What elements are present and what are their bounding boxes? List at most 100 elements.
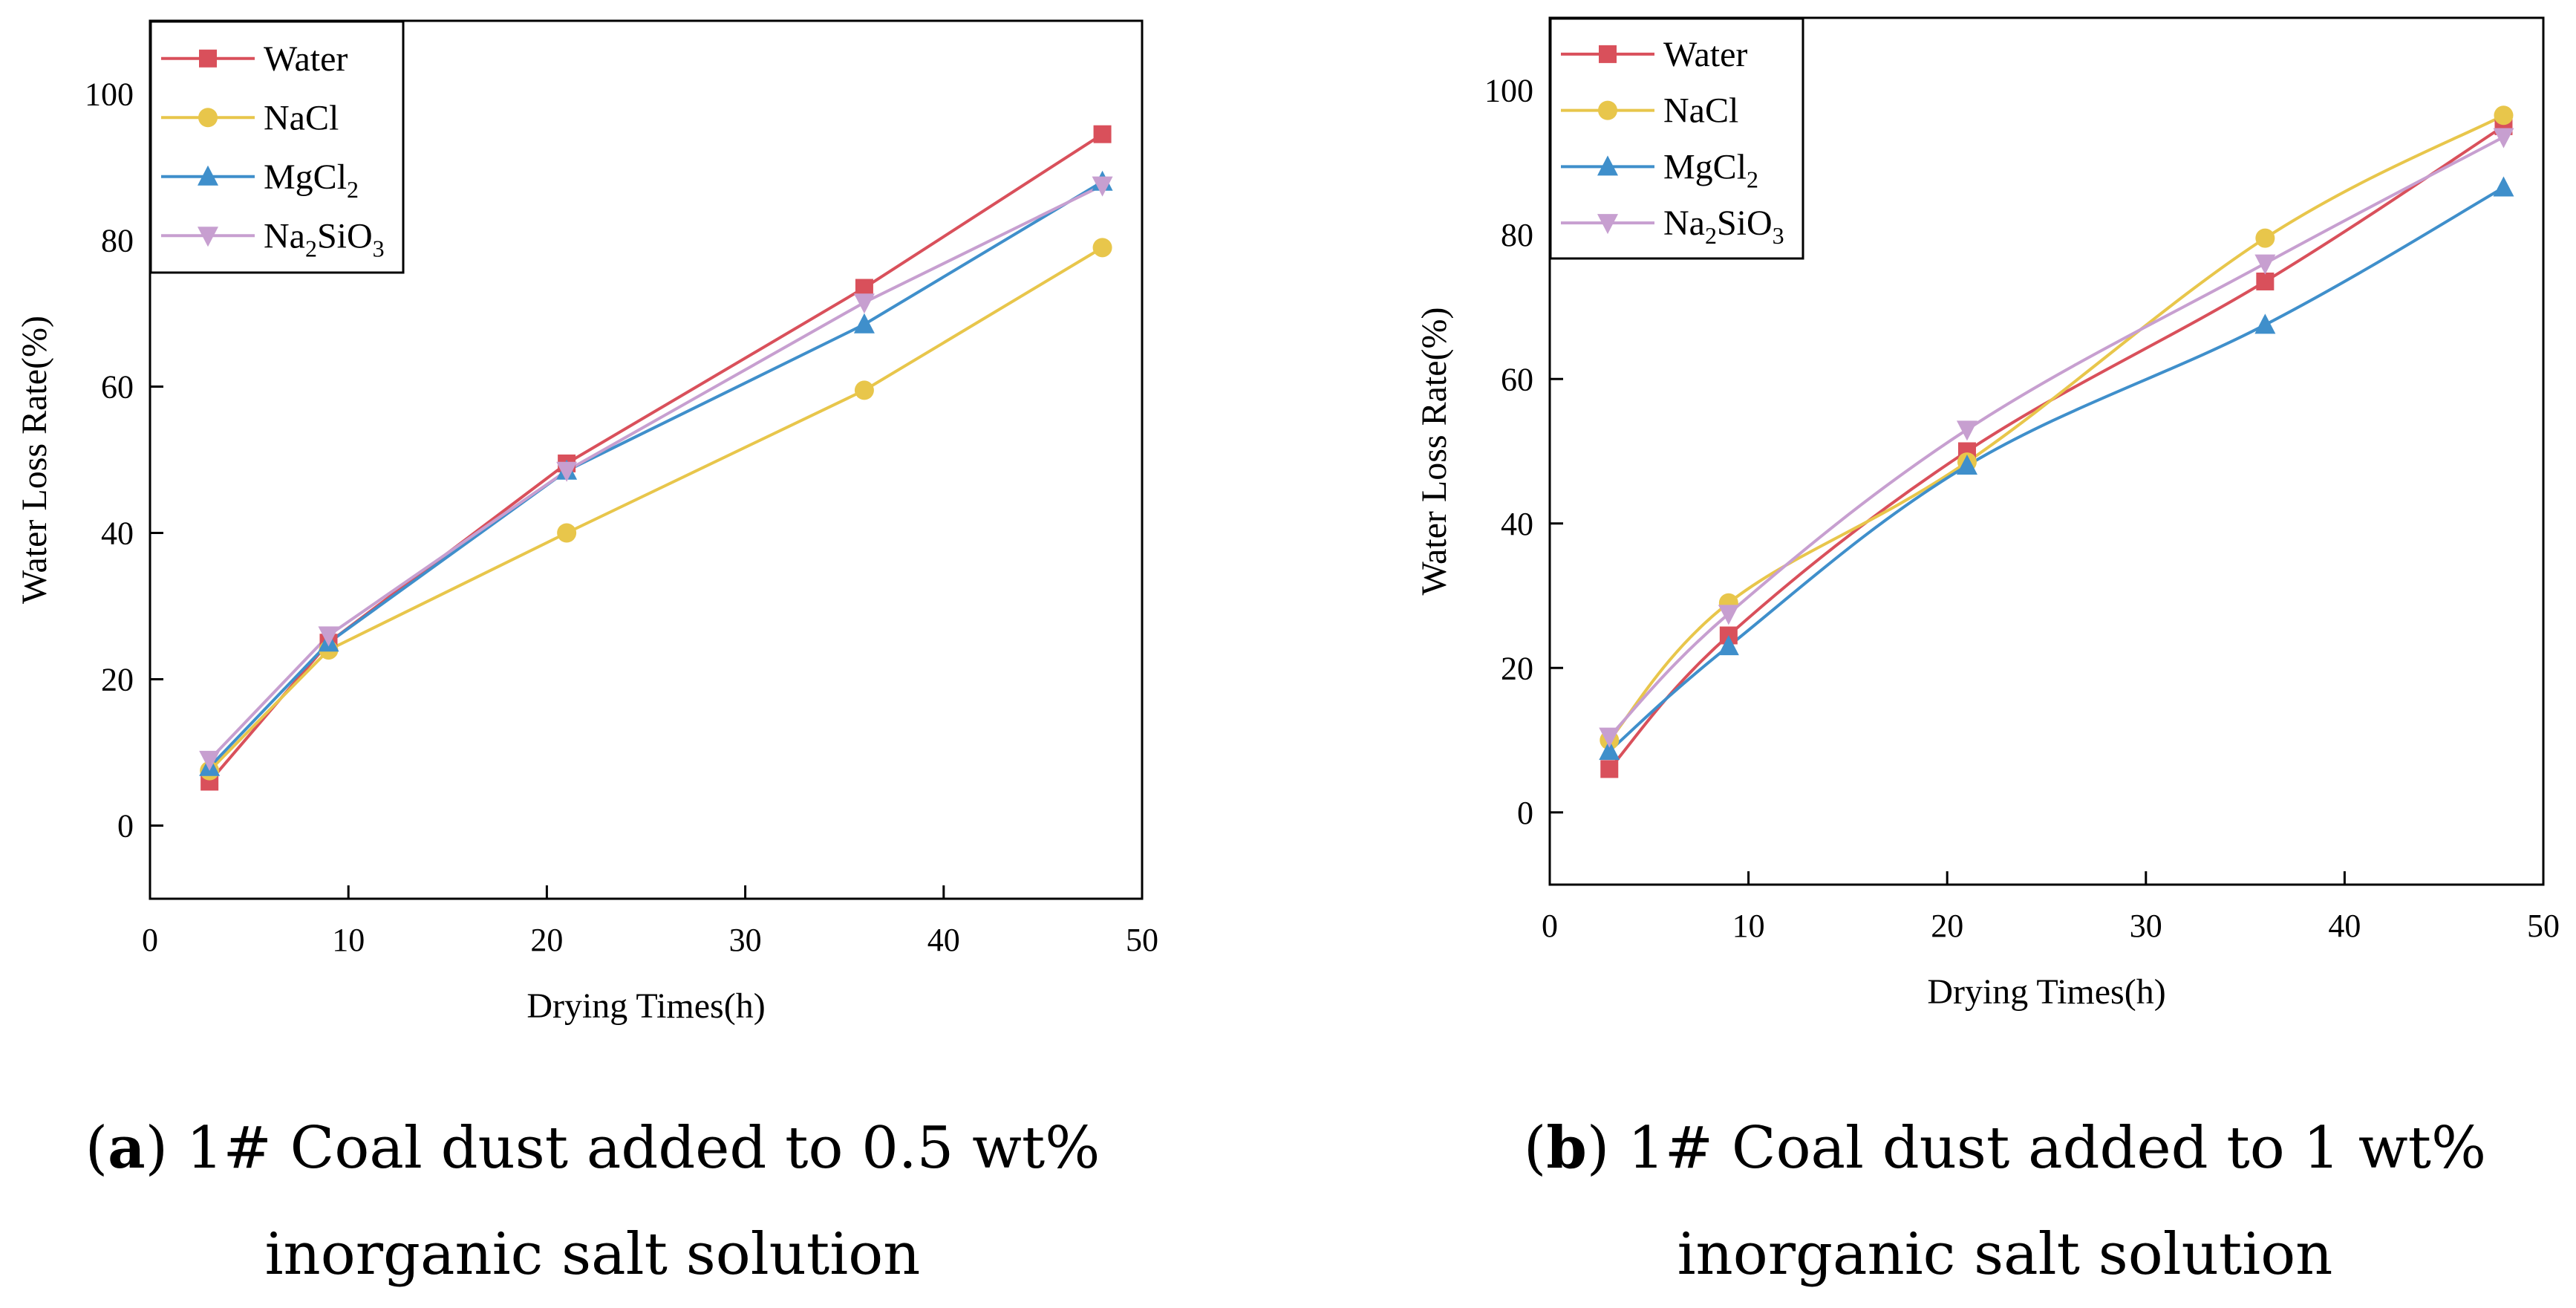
legend-label-mgcl2: MgCl2 bbox=[1663, 147, 1758, 192]
legend-label-base: NaCl bbox=[1663, 91, 1738, 131]
series-markers bbox=[199, 125, 1113, 791]
y-tick-label: 40 bbox=[1501, 506, 1533, 542]
legend-label-na2sio3: Na2SiO3 bbox=[264, 216, 385, 261]
data-point-na2sio3 bbox=[1718, 605, 1739, 625]
legend-label-subscript: 2 bbox=[347, 176, 359, 203]
data-point-na2sio3 bbox=[318, 626, 339, 647]
data-point-mgcl2 bbox=[1956, 454, 1977, 475]
data-point-na2sio3 bbox=[2254, 254, 2276, 275]
legend-marker-nacl bbox=[1598, 100, 1617, 120]
data-point-water bbox=[1600, 760, 1619, 778]
x-tick-label: 30 bbox=[2130, 908, 2162, 944]
legend-label-nacl: NaCl bbox=[264, 98, 339, 137]
y-tick-label: 100 bbox=[1484, 72, 1533, 108]
y-tick-label: 100 bbox=[85, 77, 134, 113]
legend-label-base: Water bbox=[264, 39, 348, 79]
data-point-na2sio3 bbox=[556, 461, 578, 482]
data-point-water bbox=[1093, 125, 1112, 143]
y-tick-label: 0 bbox=[1517, 795, 1533, 831]
series-line-nacl bbox=[1608, 114, 2505, 741]
y-axis-label: Water Loss Rate(%) bbox=[1415, 308, 1454, 596]
legend-label-base: MgCl bbox=[264, 157, 347, 197]
panel-caption-line-1: (b) 1# Coal dust added to 1 wt% bbox=[1524, 1114, 2486, 1182]
data-point-na2sio3 bbox=[853, 293, 875, 314]
data-point-na2sio3 bbox=[1599, 727, 1620, 748]
legend-box bbox=[1549, 17, 1804, 260]
axis-ticks: 0 10 20 30 40 50 0 20 40 60 80 100 bbox=[85, 77, 1158, 959]
x-tick-label: 50 bbox=[1126, 922, 1158, 958]
series-lines bbox=[1608, 114, 2505, 770]
legend-label-subscript: 2 bbox=[305, 235, 317, 261]
legend-marker-water bbox=[1599, 45, 1617, 63]
legend-label-nacl: NaCl bbox=[1663, 91, 1738, 131]
data-point-nacl bbox=[557, 523, 577, 543]
plot-frame bbox=[1548, 16, 2545, 886]
legend-label-water: Water bbox=[264, 39, 348, 79]
legend-label-base: Water bbox=[1663, 35, 1747, 74]
legend-marker-nacl bbox=[198, 108, 218, 128]
legend-marker-mgcl2 bbox=[198, 165, 218, 186]
y-tick-label: 80 bbox=[1501, 217, 1533, 253]
legend-label-base: NaCl bbox=[264, 98, 339, 137]
legend-label-subscript: 2 bbox=[1747, 166, 1758, 192]
x-tick-label: 10 bbox=[1732, 908, 1765, 944]
legend-label-mgcl2: MgCl2 bbox=[264, 157, 359, 203]
x-tick-label: 20 bbox=[530, 922, 563, 958]
legend-label-base: Na bbox=[1663, 204, 1705, 243]
y-tick-label: 60 bbox=[1501, 361, 1533, 397]
data-point-nacl bbox=[854, 380, 874, 400]
legend-marker-mgcl2 bbox=[1597, 155, 1618, 176]
data-point-mgcl2 bbox=[1718, 635, 1739, 656]
caption-panel-letter: b bbox=[1546, 1114, 1587, 1182]
legend-marker-water bbox=[199, 49, 217, 68]
caption-close-paren: ) bbox=[1587, 1115, 1628, 1182]
legend-label-subscript: 3 bbox=[373, 235, 385, 261]
x-tick-label: 0 bbox=[142, 922, 158, 958]
legend-marker-na2sio3 bbox=[1597, 214, 1618, 235]
panel-caption-line-1: (a) 1# Coal dust added to 0.5 wt% bbox=[85, 1114, 1100, 1182]
data-point-nacl bbox=[2494, 105, 2514, 126]
x-axis-label: Drying Times(h) bbox=[526, 986, 765, 1026]
data-point-mgcl2 bbox=[2254, 313, 2276, 334]
y-tick-label: 80 bbox=[101, 223, 134, 259]
x-tick-label: 0 bbox=[1542, 908, 1558, 944]
legend-label-water: Water bbox=[1663, 35, 1747, 74]
data-point-water bbox=[2256, 272, 2275, 290]
legend-marker-na2sio3 bbox=[198, 227, 218, 247]
legend-label-base: Na bbox=[264, 216, 305, 256]
legend-label-na2sio3: Na2SiO3 bbox=[1663, 204, 1784, 249]
series-line-water bbox=[1608, 125, 2505, 770]
series-markers bbox=[1599, 105, 2514, 778]
y-tick-label: 20 bbox=[101, 662, 134, 698]
data-point-mgcl2 bbox=[853, 313, 875, 333]
y-tick-label: 40 bbox=[101, 515, 134, 552]
caption-close-paren: ) bbox=[146, 1115, 186, 1182]
x-tick-label: 10 bbox=[332, 922, 365, 958]
data-point-mgcl2 bbox=[2493, 176, 2514, 197]
caption-text: 1# Coal dust added to 0.5 wt% bbox=[186, 1115, 1100, 1182]
x-tick-label: 40 bbox=[2328, 908, 2361, 944]
legend-box bbox=[149, 20, 405, 274]
legend-label-base: MgCl bbox=[1663, 147, 1747, 186]
legend-label-subscript: 2 bbox=[1705, 222, 1717, 249]
series-line-nacl bbox=[208, 246, 1103, 772]
y-tick-label: 0 bbox=[117, 808, 134, 845]
legend-label-base: SiO bbox=[317, 216, 373, 256]
plot-frame bbox=[149, 19, 1144, 900]
caption-open-paren: ( bbox=[85, 1115, 108, 1182]
x-axis-label: Drying Times(h) bbox=[1927, 972, 2165, 1012]
y-axis-label: Water Loss Rate(%) bbox=[15, 316, 54, 604]
data-point-mgcl2 bbox=[1599, 740, 1620, 761]
panel-caption-line-2: inorganic salt solution bbox=[265, 1221, 921, 1288]
data-point-na2sio3 bbox=[1092, 176, 1113, 197]
data-point-nacl bbox=[2255, 228, 2275, 248]
data-point-na2sio3 bbox=[2493, 128, 2514, 149]
caption-panel-letter: a bbox=[108, 1114, 146, 1182]
y-tick-label: 20 bbox=[1501, 650, 1533, 686]
legend-label-base: SiO bbox=[1717, 204, 1773, 243]
